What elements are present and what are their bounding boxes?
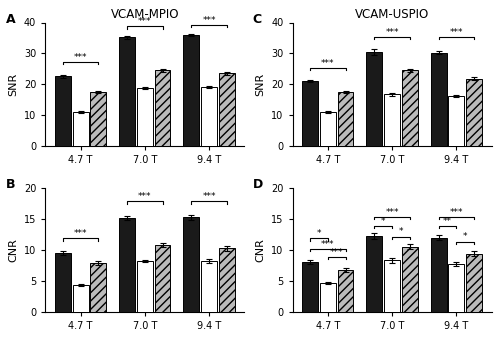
Text: ***: *** [330,248,344,257]
Text: ***: *** [74,229,88,238]
Bar [466,254,482,312]
Bar [448,96,464,146]
Text: ***: *** [321,240,334,249]
Bar [137,261,153,312]
Bar [384,94,400,146]
Bar [402,247,417,312]
Text: *: * [381,217,386,226]
Text: D: D [252,178,263,192]
Title: VCAM-MPIO: VCAM-MPIO [110,8,179,21]
Text: *: * [463,232,468,241]
Bar [430,238,446,312]
Bar [184,35,200,146]
Bar [201,261,217,312]
Bar [320,112,336,146]
Bar [154,245,170,312]
Y-axis label: SNR: SNR [8,73,18,96]
Title: VCAM-USPIO: VCAM-USPIO [355,8,429,21]
Bar [402,70,417,146]
Text: **: ** [443,217,452,226]
Bar [366,52,382,146]
Text: ***: *** [450,28,463,37]
Bar [120,218,135,312]
Text: ***: *** [321,59,334,68]
Text: ***: *** [138,17,151,26]
Text: ***: *** [138,192,151,201]
Bar [430,53,446,146]
Text: *: * [317,229,322,238]
Bar [184,217,200,312]
Bar [201,87,217,146]
Text: ***: *** [450,208,463,217]
Text: ***: *** [202,192,216,201]
Bar [55,253,71,312]
Y-axis label: SNR: SNR [256,73,266,96]
Text: C: C [252,13,262,26]
Bar [90,263,106,312]
Bar [302,81,318,146]
Bar [338,270,353,312]
Text: A: A [6,13,15,26]
Bar [72,112,88,146]
Text: ***: *** [202,16,216,25]
Bar [448,264,464,312]
Bar [384,260,400,312]
Bar [55,77,71,146]
Bar [137,88,153,146]
Text: *: * [398,227,403,236]
Text: ***: *** [74,53,88,62]
Text: ***: *** [386,208,399,217]
Bar [366,236,382,312]
Bar [72,285,88,312]
Bar [219,248,234,312]
Bar [90,92,106,146]
Bar [154,70,170,146]
Bar [120,37,135,146]
Bar [219,73,234,146]
Bar [466,79,482,146]
Text: ***: *** [386,28,399,37]
Bar [338,92,353,146]
Bar [320,283,336,312]
Bar [302,262,318,312]
Y-axis label: CNR: CNR [256,238,266,262]
Y-axis label: CNR: CNR [8,238,18,262]
Text: B: B [6,178,15,192]
